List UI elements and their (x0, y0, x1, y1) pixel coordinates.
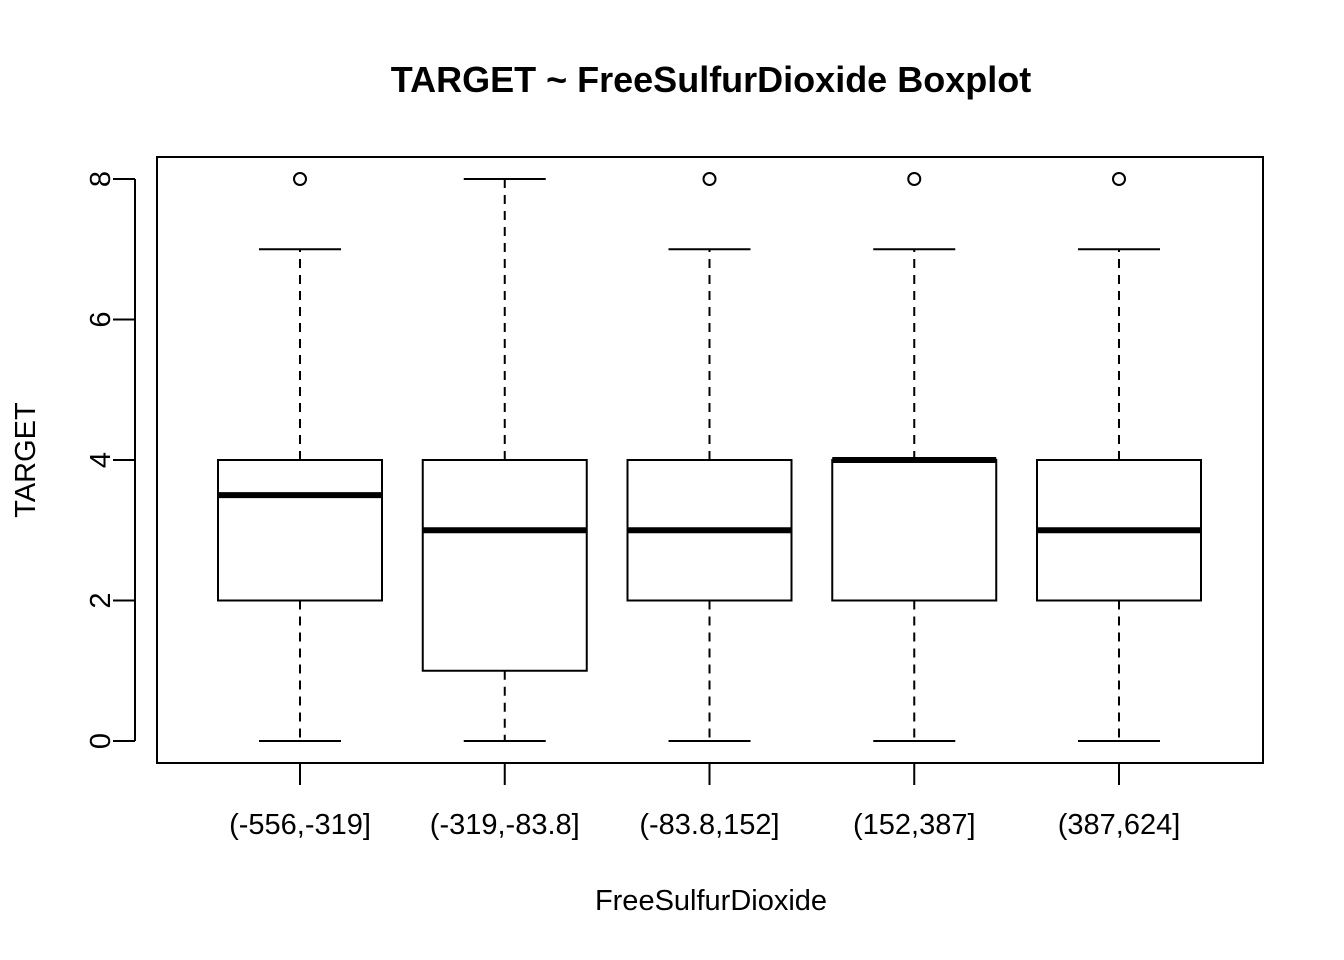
box-series (217, 172, 1202, 742)
x-tick-label-2: (-319,-83.8] (430, 809, 580, 841)
x-tick-label-1: (-556,-319] (229, 809, 371, 841)
box-2 (421, 178, 588, 742)
y-tick-label-0: 0 (85, 733, 117, 749)
x-axis-label: FreeSulfurDioxide (595, 885, 827, 917)
y-tick-label-6: 6 (85, 311, 117, 327)
y-tick-label-4: 4 (85, 452, 117, 468)
iqr-box (217, 459, 383, 602)
outlier-point (702, 172, 717, 186)
box-3 (626, 172, 793, 742)
y-tick-label-8: 8 (85, 171, 117, 187)
y-axis: 0 2 4 6 8 (85, 171, 136, 749)
iqr-box (831, 459, 998, 602)
outlier-point (907, 172, 922, 186)
iqr-box (421, 459, 588, 672)
x-tick-label-3: (-83.8,152] (639, 809, 779, 841)
x-tick-label-5: (387,624] (1058, 809, 1181, 841)
box-5 (1036, 172, 1202, 742)
box-4 (831, 172, 998, 742)
y-axis-label: TARGET (10, 402, 42, 518)
x-tick-label-4: (152,387] (853, 809, 976, 841)
outlier-point (1112, 172, 1126, 186)
chart-title: TARGET ~ FreeSulfurDioxide Boxplot (391, 59, 1031, 100)
box-1 (217, 172, 383, 742)
y-tick-label-2: 2 (85, 592, 117, 608)
x-axis: (-556,-319] (-319,-83.8] (-83.8,152] (152,3… (229, 763, 1180, 841)
outlier-point (293, 172, 307, 186)
